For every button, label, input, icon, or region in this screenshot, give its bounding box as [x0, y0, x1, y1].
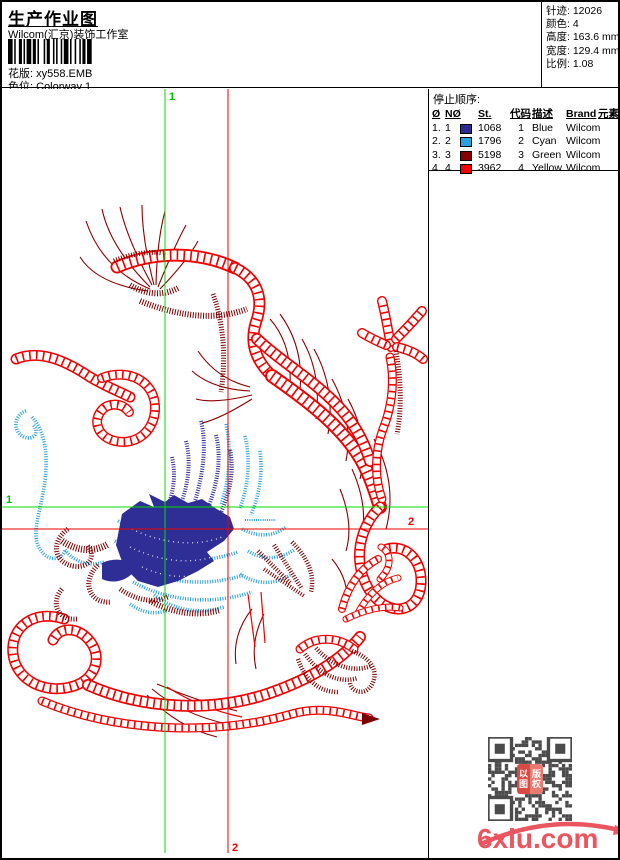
- width-row: 宽度: 129.4 mm: [546, 44, 620, 57]
- design-file-row: 花版: xy558.EMB: [8, 65, 92, 81]
- guide-label-1-top: 1: [169, 91, 175, 103]
- guide-label-1-left: 1: [6, 494, 12, 506]
- col-elem: 元素: [598, 108, 619, 120]
- design-canvas-area: 1 1 2 2: [2, 89, 428, 858]
- height-row: 高度: 163.6 mm: [546, 31, 620, 44]
- table-row: 3.: [432, 148, 441, 161]
- table-row: 2.: [432, 135, 441, 147]
- col-idx: Ø: [432, 108, 441, 120]
- color-swatch: [460, 150, 472, 161]
- scale-row: 比例: 1.08: [546, 57, 594, 70]
- design-file-value: xy558.EMB: [36, 68, 93, 80]
- embroidery-design: 1 1 2 2: [2, 89, 428, 854]
- watermark: 6xiu.com: [471, 811, 618, 857]
- color-swatch: [460, 137, 472, 147]
- table-row: 1.: [432, 121, 441, 134]
- color-swatch: [460, 123, 472, 134]
- qr-code: 以 版 图 权: [486, 735, 574, 823]
- color-count-row: 颜色: 4: [546, 18, 579, 31]
- studio-name: Wilcom(汇京)装饰工作室: [8, 29, 129, 41]
- design-info-box: 针迹: 12026 颜色: 4 高度: 163.6 mm 宽度: 129.4 m…: [542, 2, 620, 88]
- stitch-count-row: 针迹: 12026: [546, 5, 603, 17]
- page-title: 生产作业图: [8, 10, 98, 29]
- design-file-label: 花版:: [8, 68, 34, 80]
- col-desc: 描述: [532, 108, 553, 120]
- stop-sequence-title: 停止顺序:: [433, 94, 481, 106]
- barcode: [8, 39, 92, 64]
- qr-seal: 以 版 图 权: [517, 764, 543, 794]
- guide-label-2-right: 2: [408, 516, 414, 528]
- side-panel: 停止顺序: Ø NØ St. 代码 描述 Brand 元素 1. 1 1068 …: [428, 89, 619, 858]
- col-n: NØ: [445, 108, 461, 120]
- col-brand: Brand: [566, 108, 597, 120]
- watermark-swoosh: [480, 821, 618, 847]
- header: 生产作业图 Wilcom(汇京)装饰工作室 花版: xy558.EMB 色位: …: [2, 2, 542, 93]
- color-swatch: [460, 164, 472, 174]
- col-code: 代码: [510, 108, 531, 120]
- col-st: St.: [478, 108, 492, 120]
- table-row: 4.: [432, 162, 441, 174]
- guide-label-2-bottom: 2: [232, 842, 238, 854]
- stop-sequence-table: 停止顺序: Ø NØ St. 代码 描述 Brand 元素 1. 1 1068 …: [429, 89, 619, 174]
